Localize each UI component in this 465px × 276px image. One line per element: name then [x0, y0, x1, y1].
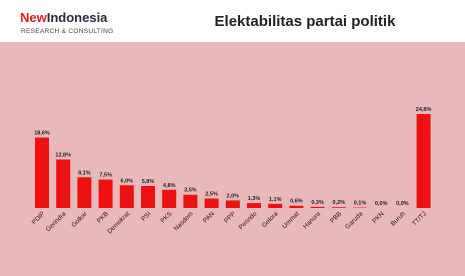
- plot-bg: [0, 42, 465, 276]
- value-label: 0,0%: [375, 201, 388, 207]
- value-label: 0,2%: [333, 200, 346, 206]
- bar: [141, 186, 155, 208]
- value-label: 0,0%: [396, 201, 409, 207]
- bar: [119, 185, 134, 208]
- bar: [77, 177, 92, 208]
- bar: [247, 203, 261, 208]
- bar: [331, 207, 346, 208]
- logo-part2: Indonesia: [47, 10, 108, 25]
- value-label: 0,1%: [354, 201, 367, 207]
- bar: [98, 179, 113, 208]
- logo-tagline: RESEARCH & CONSULTING: [21, 28, 114, 35]
- bar: [56, 159, 71, 208]
- value-label: 24,8%: [416, 107, 432, 113]
- bar: [35, 137, 49, 208]
- bar: [183, 194, 198, 208]
- value-label: 5,8%: [142, 179, 155, 185]
- value-label: 18,6%: [34, 131, 50, 137]
- value-label: 1,3%: [248, 196, 261, 202]
- bar: [289, 205, 304, 208]
- chart-title: Elektabilitas partai politik: [215, 13, 397, 30]
- value-label: 4,8%: [163, 183, 176, 189]
- value-label: 7,5%: [99, 173, 112, 179]
- bar: [204, 198, 219, 208]
- value-label: 12,8%: [55, 152, 71, 158]
- bar: [268, 203, 283, 208]
- value-label: 2,5%: [205, 192, 218, 198]
- bar: [162, 189, 177, 208]
- value-label: 0,6%: [290, 199, 303, 205]
- bar: [225, 200, 240, 208]
- logo: NewIndonesia: [20, 10, 108, 25]
- value-label: 2,0%: [227, 193, 240, 199]
- logo-part1: New: [20, 10, 48, 25]
- value-label: 6,0%: [121, 178, 134, 184]
- value-label: 8,1%: [78, 170, 91, 176]
- bar: [310, 206, 325, 208]
- bar: [416, 114, 431, 208]
- value-label: 3,5%: [184, 188, 197, 194]
- value-label: 1,1%: [269, 197, 282, 203]
- value-label: 0,3%: [311, 200, 324, 206]
